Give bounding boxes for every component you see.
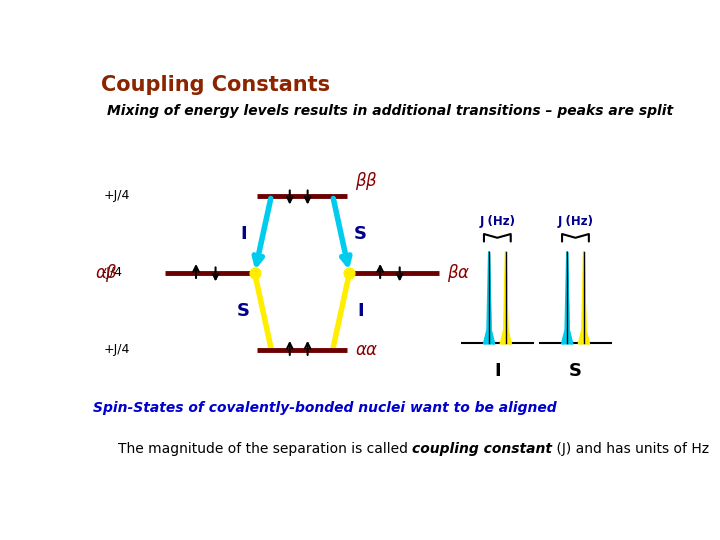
Text: +J/4: +J/4 (104, 343, 130, 356)
Text: $\alpha\beta$: $\alpha\beta$ (95, 262, 118, 284)
Text: +J/4: +J/4 (104, 190, 130, 202)
Text: coupling constant: coupling constant (413, 442, 552, 456)
Text: J (Hz): J (Hz) (480, 215, 516, 228)
Text: S: S (354, 225, 367, 243)
Text: (J) and has units of Hz: (J) and has units of Hz (552, 442, 709, 456)
Text: The magnitude of the separation is called: The magnitude of the separation is calle… (118, 442, 413, 456)
Text: S: S (569, 362, 582, 380)
Text: $\beta\beta$: $\beta\beta$ (355, 170, 378, 192)
Point (343, 268, 355, 277)
Text: $\alpha\alpha$: $\alpha\alpha$ (355, 341, 379, 359)
Text: S: S (237, 302, 250, 320)
Text: I: I (240, 225, 247, 243)
Text: Spin-States of covalently-bonded nuclei want to be aligned: Spin-States of covalently-bonded nuclei … (93, 401, 556, 415)
Text: Mixing of energy levels results in additional transitions – peaks are split: Mixing of energy levels results in addit… (107, 104, 673, 118)
Text: I: I (494, 362, 500, 380)
Text: -J/4: -J/4 (101, 266, 122, 279)
Point (249, 268, 261, 277)
Text: $\beta\alpha$: $\beta\alpha$ (447, 262, 470, 284)
Text: I: I (357, 302, 364, 320)
Text: J (Hz): J (Hz) (557, 215, 593, 228)
Text: Coupling Constants: Coupling Constants (101, 75, 330, 95)
